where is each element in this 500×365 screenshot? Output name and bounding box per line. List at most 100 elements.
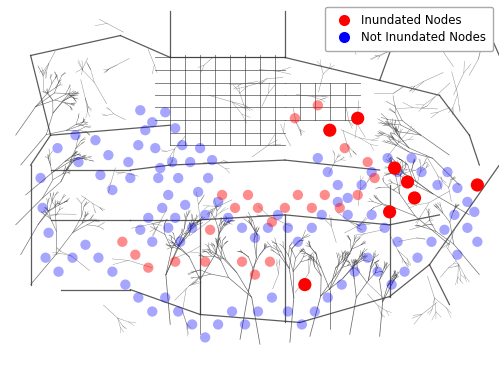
Not Inundated Nodes: [338, 282, 345, 288]
Not Inundated Nodes: [324, 169, 332, 175]
Not Inundated Nodes: [284, 308, 292, 314]
Not Inundated Nodes: [274, 212, 282, 218]
Not Inundated Nodes: [196, 145, 204, 151]
Not Inundated Nodes: [334, 199, 342, 205]
Not Inundated Nodes: [186, 159, 194, 165]
Not Inundated Nodes: [36, 175, 44, 181]
Not Inundated Nodes: [434, 182, 442, 188]
Not Inundated Nodes: [241, 322, 249, 327]
Point: [268, 219, 276, 225]
Not Inundated Nodes: [394, 239, 402, 245]
Point: [244, 192, 252, 198]
Not Inundated Nodes: [314, 155, 322, 161]
Not Inundated Nodes: [188, 225, 196, 231]
Not Inundated Nodes: [54, 145, 62, 151]
Inundated Nodes: [474, 182, 482, 188]
Not Inundated Nodes: [238, 225, 246, 231]
Not Inundated Nodes: [171, 215, 179, 221]
Point: [321, 192, 329, 198]
Not Inundated Nodes: [82, 242, 90, 248]
Not Inundated Nodes: [284, 225, 292, 231]
Not Inundated Nodes: [454, 185, 462, 191]
Not Inundated Nodes: [168, 159, 176, 165]
Point: [370, 175, 378, 181]
Not Inundated Nodes: [94, 255, 102, 261]
Not Inundated Nodes: [161, 295, 169, 300]
Point: [231, 205, 239, 211]
Not Inundated Nodes: [440, 227, 448, 233]
Inundated Nodes: [410, 195, 418, 201]
Point: [364, 159, 372, 165]
Not Inundated Nodes: [42, 255, 50, 261]
Not Inundated Nodes: [408, 155, 416, 161]
Not Inundated Nodes: [324, 295, 332, 300]
Not Inundated Nodes: [394, 169, 402, 175]
Not Inundated Nodes: [400, 269, 408, 274]
Not Inundated Nodes: [124, 159, 132, 165]
Inundated Nodes: [390, 165, 398, 171]
Not Inundated Nodes: [134, 295, 142, 300]
Not Inundated Nodes: [54, 269, 62, 274]
Not Inundated Nodes: [224, 215, 232, 221]
Not Inundated Nodes: [72, 132, 80, 138]
Not Inundated Nodes: [380, 225, 388, 231]
Not Inundated Nodes: [308, 225, 316, 231]
Not Inundated Nodes: [148, 239, 156, 245]
Not Inundated Nodes: [44, 230, 52, 236]
Point: [218, 192, 226, 198]
Not Inundated Nodes: [268, 295, 276, 300]
Not Inundated Nodes: [368, 212, 376, 218]
Point: [132, 252, 140, 258]
Not Inundated Nodes: [388, 282, 396, 288]
Point: [206, 227, 214, 233]
Not Inundated Nodes: [374, 269, 382, 274]
Not Inundated Nodes: [344, 212, 351, 218]
Not Inundated Nodes: [414, 255, 422, 261]
Point: [336, 205, 344, 211]
Point: [254, 205, 262, 211]
Not Inundated Nodes: [204, 175, 212, 181]
Not Inundated Nodes: [104, 152, 112, 158]
Not Inundated Nodes: [470, 209, 478, 215]
Not Inundated Nodes: [311, 308, 319, 314]
Not Inundated Nodes: [228, 308, 236, 314]
Not Inundated Nodes: [96, 172, 104, 178]
Inundated Nodes: [386, 209, 394, 215]
Not Inundated Nodes: [428, 239, 436, 245]
Point: [314, 102, 322, 108]
Not Inundated Nodes: [454, 252, 462, 258]
Inundated Nodes: [326, 127, 334, 133]
Not Inundated Nodes: [176, 239, 184, 245]
Not Inundated Nodes: [201, 334, 209, 340]
Legend: Inundated Nodes, Not Inundated Nodes: Inundated Nodes, Not Inundated Nodes: [324, 7, 494, 51]
Not Inundated Nodes: [450, 212, 458, 218]
Point: [294, 192, 302, 198]
Point: [251, 272, 259, 277]
Not Inundated Nodes: [142, 127, 150, 133]
Not Inundated Nodes: [208, 157, 216, 163]
Point: [281, 205, 289, 211]
Not Inundated Nodes: [154, 175, 162, 181]
Not Inundated Nodes: [158, 205, 166, 211]
Not Inundated Nodes: [134, 142, 142, 148]
Point: [201, 259, 209, 265]
Not Inundated Nodes: [444, 169, 452, 175]
Not Inundated Nodes: [174, 308, 182, 314]
Not Inundated Nodes: [251, 235, 259, 241]
Point: [308, 205, 316, 211]
Point: [266, 259, 274, 265]
Not Inundated Nodes: [92, 137, 100, 143]
Inundated Nodes: [301, 282, 309, 288]
Not Inundated Nodes: [164, 192, 172, 198]
Not Inundated Nodes: [254, 308, 262, 314]
Not Inundated Nodes: [161, 110, 169, 115]
Not Inundated Nodes: [318, 212, 326, 218]
Point: [238, 259, 246, 265]
Not Inundated Nodes: [350, 269, 358, 274]
Not Inundated Nodes: [178, 142, 186, 148]
Not Inundated Nodes: [264, 225, 272, 231]
Inundated Nodes: [404, 179, 411, 185]
Not Inundated Nodes: [214, 199, 222, 205]
Not Inundated Nodes: [148, 119, 156, 125]
Not Inundated Nodes: [164, 225, 172, 231]
